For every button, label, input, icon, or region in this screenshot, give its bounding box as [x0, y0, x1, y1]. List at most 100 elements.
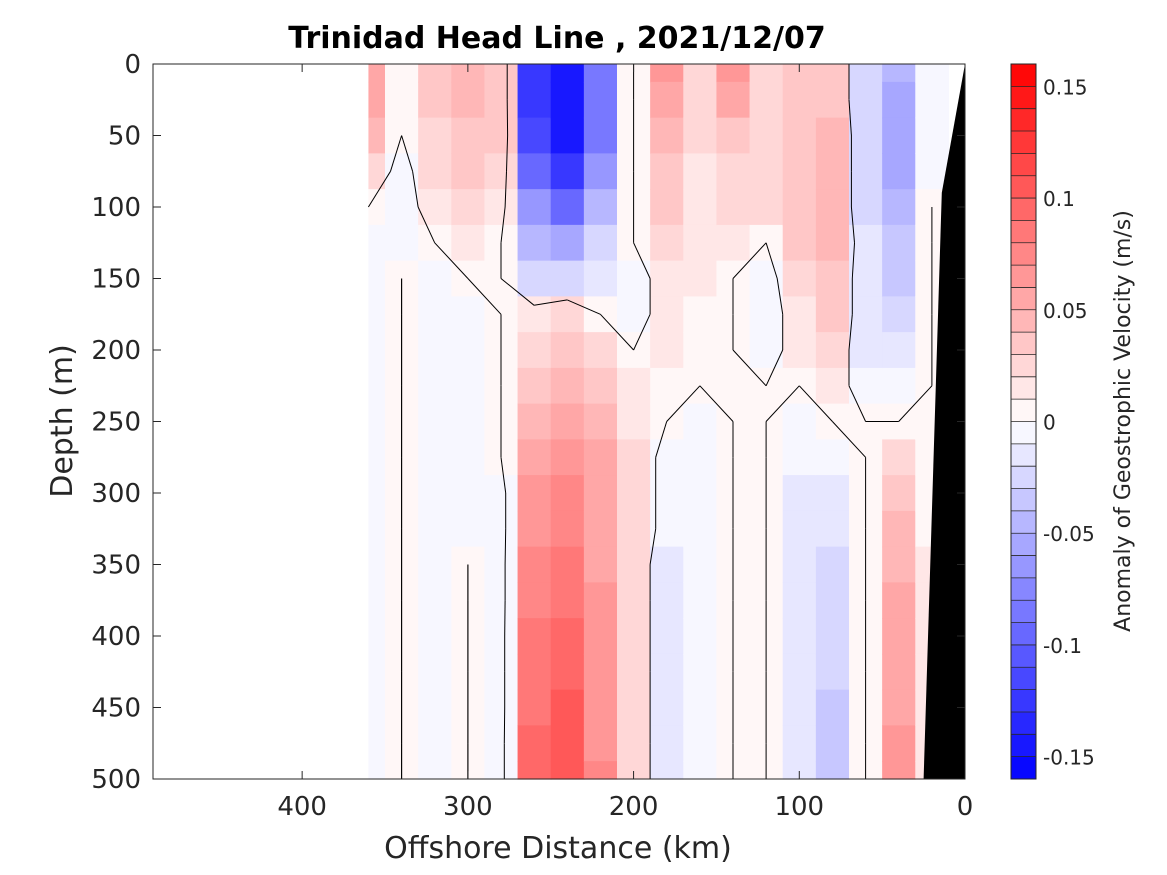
colorbar-swatch — [1011, 622, 1036, 646]
colorbar-swatch — [1011, 86, 1036, 109]
velocity-cell — [617, 653, 651, 691]
velocity-cell — [418, 64, 452, 83]
velocity-cell — [882, 510, 916, 548]
velocity-cell — [650, 618, 684, 655]
colorbar — [1010, 63, 1037, 780]
velocity-cell — [368, 296, 386, 333]
velocity-cell — [418, 296, 452, 333]
velocity-cell — [550, 439, 585, 476]
y-tick-label: 50 — [108, 122, 141, 152]
velocity-cell — [815, 189, 850, 226]
velocity-cell — [517, 689, 552, 726]
y-tick-label: 0 — [124, 50, 141, 80]
colorbar-swatch — [1011, 198, 1036, 221]
velocity-cell — [418, 475, 452, 512]
velocity-cell — [882, 332, 916, 369]
velocity-cell — [683, 332, 718, 369]
velocity-cell — [849, 260, 883, 297]
zero-contour-segment — [500, 278, 535, 306]
zero-contours — [367, 64, 933, 779]
velocity-cell — [683, 64, 718, 83]
velocity-cell — [550, 367, 585, 405]
zero-contour-segment — [832, 421, 866, 458]
velocity-cell — [550, 117, 585, 154]
velocity-cell — [815, 64, 850, 83]
y-tick-label: 200 — [91, 336, 141, 366]
colorbar-swatch — [1011, 689, 1036, 713]
y-axis-label: Depth (m) — [45, 344, 80, 498]
velocity-cell — [583, 653, 618, 691]
velocity-cell — [418, 81, 452, 119]
velocity-cell — [368, 332, 386, 369]
velocity-cell — [716, 189, 751, 226]
velocity-cell — [683, 510, 718, 548]
velocity-cell — [550, 332, 585, 369]
colorbar-swatch — [1011, 332, 1036, 355]
zero-contour-segment — [504, 171, 507, 208]
velocity-cell — [550, 64, 585, 83]
velocity-cell — [782, 296, 817, 333]
velocity-cell — [882, 618, 916, 655]
velocity-cell — [716, 153, 751, 190]
colorbar-swatch — [1011, 421, 1036, 445]
velocity-cell — [451, 81, 486, 119]
velocity-cell — [517, 117, 552, 154]
velocity-cell — [749, 189, 784, 226]
velocity-cell — [650, 653, 684, 691]
colorbar-swatch — [1011, 443, 1036, 467]
velocity-cell — [749, 64, 784, 83]
colorbar-tick-label: 0.15 — [1043, 75, 1088, 99]
velocity-cell — [882, 296, 916, 333]
velocity-cell — [583, 403, 618, 440]
colorbar-swatch — [1011, 533, 1036, 556]
velocity-cell — [550, 689, 585, 726]
velocity-cell — [418, 189, 452, 226]
velocity-cell — [550, 510, 585, 548]
velocity-cell — [517, 367, 552, 405]
zero-contour-segment — [417, 206, 436, 244]
velocity-cell — [451, 153, 486, 190]
zero-contour-segment — [434, 242, 469, 279]
y-axis-ticks: 0 50 100 150 200 250 300 350 400 450 500 — [91, 50, 965, 795]
zero-contour-segment — [500, 206, 506, 243]
velocity-cell — [617, 367, 651, 405]
velocity-cell — [484, 582, 519, 619]
colorbar-tick-label: -0.05 — [1043, 522, 1095, 546]
zero-contour-segment — [649, 528, 657, 565]
velocity-cell — [617, 510, 651, 548]
zero-contour-segment — [765, 242, 778, 279]
zero-contour-segment — [776, 278, 784, 315]
velocity-cell — [517, 260, 552, 297]
velocity-cell — [583, 117, 618, 154]
velocity-cell — [517, 582, 552, 619]
velocity-cell — [517, 296, 552, 333]
velocity-cell — [517, 153, 552, 190]
velocity-cell — [617, 546, 651, 583]
velocity-cell — [815, 510, 850, 548]
x-tick-label: 0 — [957, 792, 974, 822]
velocity-cell — [882, 189, 916, 226]
velocity-cell — [368, 653, 386, 691]
velocity-cell — [683, 761, 718, 780]
velocity-cell — [815, 439, 850, 476]
velocity-cell — [517, 510, 552, 548]
colorbar-swatch — [1011, 667, 1036, 690]
velocity-cell — [815, 761, 850, 780]
velocity-cell — [849, 367, 883, 405]
velocity-cell — [368, 260, 386, 297]
y-tick-label: 500 — [91, 765, 141, 795]
velocity-cell — [782, 725, 817, 762]
velocity-cell — [683, 224, 718, 262]
velocity-cell — [683, 725, 718, 762]
velocity-cell — [418, 332, 452, 369]
velocity-cell — [451, 296, 486, 333]
velocity-cell — [849, 332, 883, 369]
velocity-cell — [782, 546, 817, 583]
velocity-cell — [882, 367, 916, 405]
velocity-cell — [782, 332, 817, 369]
colorbar-swatch — [1011, 711, 1036, 735]
colorbar-swatch — [1011, 131, 1036, 154]
x-tick-label: 100 — [774, 792, 824, 822]
velocity-cell — [517, 189, 552, 226]
velocity-cell — [915, 153, 950, 190]
